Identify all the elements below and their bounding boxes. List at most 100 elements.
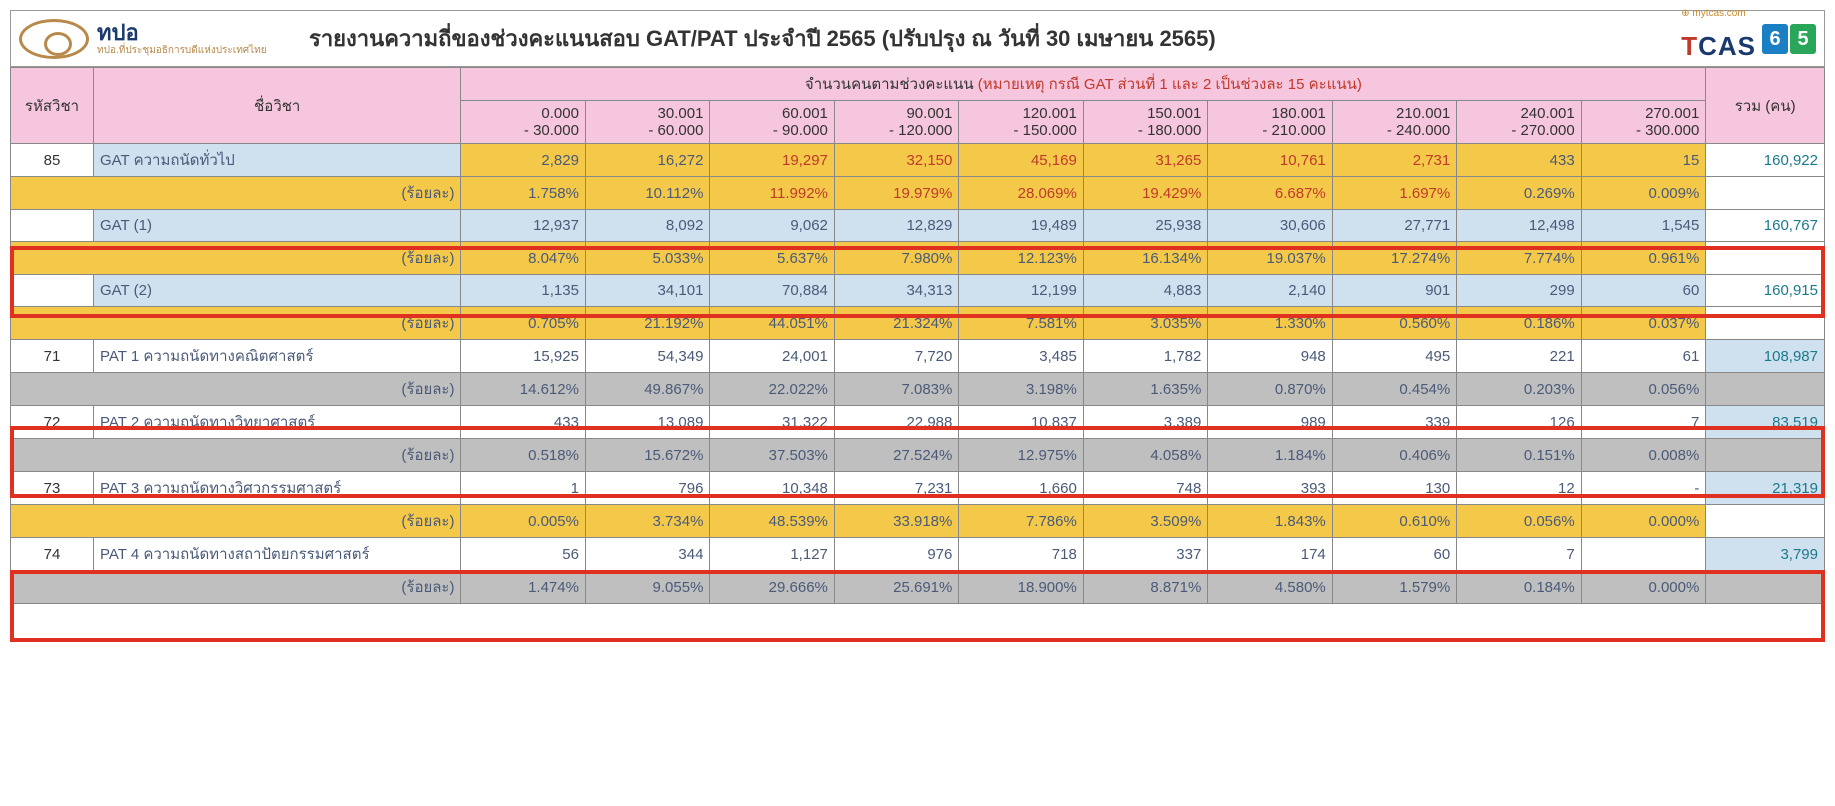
cell-pct: 11.992%	[710, 177, 834, 210]
cell-pct: 0.056%	[1457, 505, 1581, 538]
cell-value: 495	[1332, 340, 1456, 373]
cell-value: 221	[1457, 340, 1581, 373]
report-header: ทปอ ทปอ.ที่ประชุมอธิการบดีแห่งประเทศไทย …	[10, 10, 1825, 67]
cell-code: 71	[11, 340, 94, 373]
cell-value: 433	[461, 406, 585, 439]
table-row: GAT (1)12,9378,0929,06212,82919,48925,93…	[11, 210, 1825, 242]
cell-value: 7	[1457, 538, 1581, 571]
cell-pct-total	[1706, 373, 1825, 406]
cell-pct: 0.056%	[1581, 373, 1706, 406]
cell-name: PAT 3 ความถนัดทางวิศวกรรมศาสตร์	[93, 472, 461, 505]
cell-value: 3,485	[959, 340, 1083, 373]
cell-pct: 1.758%	[461, 177, 585, 210]
cell-value: 13,089	[585, 406, 709, 439]
table-row-pct: (ร้อยละ)1.758%10.112%11.992%19.979%28.06…	[11, 177, 1825, 210]
cell-pct: 29.666%	[710, 571, 834, 604]
cell-value: 22,988	[834, 406, 958, 439]
cell-value	[1581, 538, 1706, 571]
cell-pct: 18.900%	[959, 571, 1083, 604]
col-range-7: 210.001- 240.000	[1332, 101, 1456, 144]
table-row: 73PAT 3 ความถนัดทางวิศวกรรมศาสตร์179610,…	[11, 472, 1825, 505]
cell-pct-label: (ร้อยละ)	[11, 571, 461, 604]
col-range-1: 30.001- 60.000	[585, 101, 709, 144]
cell-value: 30,606	[1208, 210, 1332, 242]
cell-pct: 5.637%	[710, 242, 834, 275]
cell-pct: 12.975%	[959, 439, 1083, 472]
cell-value: 15,925	[461, 340, 585, 373]
cell-value: 3,389	[1083, 406, 1207, 439]
cell-pct-label: (ร้อยละ)	[11, 242, 461, 275]
year-badge: 6 5	[1760, 24, 1816, 54]
cell-value: 45,169	[959, 144, 1083, 177]
cell-pct: 0.870%	[1208, 373, 1332, 406]
table-row: 71PAT 1 ความถนัดทางคณิตศาสตร์15,92554,34…	[11, 340, 1825, 373]
table-wrapper: รหัสวิชา ชื่อวิชา จำนวนคนตามช่วงคะแนน (ห…	[10, 67, 1825, 604]
tcas-cas: CAS	[1698, 31, 1756, 61]
cell-value: 70,884	[710, 275, 834, 307]
cell-pct: 0.705%	[461, 307, 585, 340]
cell-pct: 8.871%	[1083, 571, 1207, 604]
cell-pct: 25.691%	[834, 571, 958, 604]
col-range-2: 60.001- 90.000	[710, 101, 834, 144]
cell-value: 718	[959, 538, 1083, 571]
cell-pct: 10.112%	[585, 177, 709, 210]
cell-pct: 1.474%	[461, 571, 585, 604]
cell-value: 2,140	[1208, 275, 1332, 307]
col-range-8: 240.001- 270.000	[1457, 101, 1581, 144]
cell-pct: 19.429%	[1083, 177, 1207, 210]
cell-pct: 0.009%	[1581, 177, 1706, 210]
cell-value: 1,127	[710, 538, 834, 571]
cell-pct: 0.203%	[1457, 373, 1581, 406]
col-range-4: 120.001- 150.000	[959, 101, 1083, 144]
cell-value: 34,313	[834, 275, 958, 307]
cell-value: 60	[1332, 538, 1456, 571]
cell-pct: 3.509%	[1083, 505, 1207, 538]
cell-value: 796	[585, 472, 709, 505]
cell-name: PAT 2 ความถนัดทางวิทยาศาสตร์	[93, 406, 461, 439]
table-row: GAT (2)1,13534,10170,88434,31312,1994,88…	[11, 275, 1825, 307]
cell-value: 60	[1581, 275, 1706, 307]
cell-pct-label: (ร้อยละ)	[11, 505, 461, 538]
cell-value: 901	[1332, 275, 1456, 307]
cell-pct: 17.274%	[1332, 242, 1456, 275]
cell-pct: 3.035%	[1083, 307, 1207, 340]
cell-total: 3,799	[1706, 538, 1825, 571]
cell-pct: 0.518%	[461, 439, 585, 472]
cell-value: 61	[1581, 340, 1706, 373]
cell-pct: 0.005%	[461, 505, 585, 538]
table-row: 85GAT ความถนัดทั่วไป2,82916,27219,29732,…	[11, 144, 1825, 177]
cell-pct: 14.612%	[461, 373, 585, 406]
table-row-pct: (ร้อยละ)14.612%49.867%22.022%7.083%3.198…	[11, 373, 1825, 406]
cell-value: 948	[1208, 340, 1332, 373]
cell-total: 108,987	[1706, 340, 1825, 373]
cell-pct: 1.579%	[1332, 571, 1456, 604]
col-code: รหัสวิชา	[11, 68, 94, 144]
org-logo-icon	[19, 19, 89, 59]
cell-value: 126	[1457, 406, 1581, 439]
col-name: ชื่อวิชา	[93, 68, 461, 144]
cell-value: 10,348	[710, 472, 834, 505]
cell-pct: 0.406%	[1332, 439, 1456, 472]
cell-pct-total	[1706, 307, 1825, 340]
cell-pct: 44.051%	[710, 307, 834, 340]
cell-value: 12,199	[959, 275, 1083, 307]
table-row-pct: (ร้อยละ)1.474%9.055%29.666%25.691%18.900…	[11, 571, 1825, 604]
cell-name: PAT 1 ความถนัดทางคณิตศาสตร์	[93, 340, 461, 373]
cell-pct: 19.979%	[834, 177, 958, 210]
table-row-pct: (ร้อยละ)0.005%3.734%48.539%33.918%7.786%…	[11, 505, 1825, 538]
cell-pct: 1.697%	[1332, 177, 1456, 210]
cell-pct-label: (ร้อยละ)	[11, 177, 461, 210]
freq-title: จำนวนคนตามช่วงคะแนน	[805, 76, 974, 93]
cell-value: 27,771	[1332, 210, 1456, 242]
cell-pct: 19.037%	[1208, 242, 1332, 275]
cell-pct: 12.123%	[959, 242, 1083, 275]
cell-value: 25,938	[1083, 210, 1207, 242]
cell-value: 12	[1457, 472, 1581, 505]
cell-pct: 7.980%	[834, 242, 958, 275]
cell-pct: 37.503%	[710, 439, 834, 472]
cell-pct: 0.184%	[1457, 571, 1581, 604]
cell-pct: 6.687%	[1208, 177, 1332, 210]
badge-6: 6	[1762, 24, 1788, 54]
cell-value: 337	[1083, 538, 1207, 571]
cell-total: 21,319	[1706, 472, 1825, 505]
